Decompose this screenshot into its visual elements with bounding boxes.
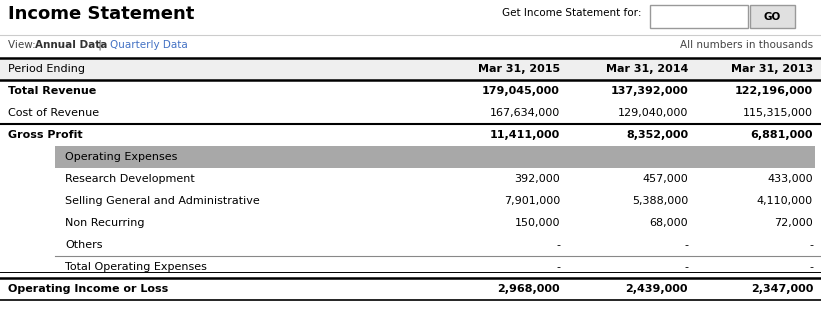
Text: -: - (684, 262, 688, 272)
Text: 6,881,000: 6,881,000 (750, 130, 813, 140)
Text: 2,347,000: 2,347,000 (750, 284, 813, 294)
Text: Mar 31, 2014: Mar 31, 2014 (606, 64, 688, 74)
Text: 68,000: 68,000 (649, 218, 688, 228)
Text: 11,411,000: 11,411,000 (490, 130, 560, 140)
Text: 4,110,000: 4,110,000 (757, 196, 813, 206)
Text: Selling General and Administrative: Selling General and Administrative (65, 196, 259, 206)
Text: Research Development: Research Development (65, 174, 195, 184)
Text: -: - (684, 240, 688, 250)
Text: Others: Others (65, 240, 103, 250)
Text: 115,315,000: 115,315,000 (743, 108, 813, 118)
Text: Period Ending: Period Ending (8, 64, 85, 74)
Text: 167,634,000: 167,634,000 (490, 108, 560, 118)
Text: All numbers in thousands: All numbers in thousands (680, 40, 813, 50)
Text: Total Revenue: Total Revenue (8, 86, 96, 96)
Text: 129,040,000: 129,040,000 (617, 108, 688, 118)
Text: 179,045,000: 179,045,000 (482, 86, 560, 96)
Text: GO: GO (764, 12, 781, 22)
Text: 457,000: 457,000 (642, 174, 688, 184)
Text: Income Statement: Income Statement (8, 5, 195, 23)
Text: -: - (556, 240, 560, 250)
Text: 7,901,000: 7,901,000 (504, 196, 560, 206)
Text: 5,388,000: 5,388,000 (631, 196, 688, 206)
Text: Non Recurring: Non Recurring (65, 218, 144, 228)
Text: -: - (809, 262, 813, 272)
Text: View:: View: (8, 40, 39, 50)
Text: Annual Data: Annual Data (35, 40, 108, 50)
Text: Get Income Statement for:: Get Income Statement for: (502, 8, 641, 18)
Text: 72,000: 72,000 (774, 218, 813, 228)
Text: 137,392,000: 137,392,000 (610, 86, 688, 96)
Bar (0, 58, 821, 80)
Bar (750, 5, 795, 28)
Text: 8,352,000: 8,352,000 (626, 130, 688, 140)
Text: Cost of Revenue: Cost of Revenue (8, 108, 99, 118)
Text: Total Operating Expenses: Total Operating Expenses (65, 262, 207, 272)
Text: Quarterly Data: Quarterly Data (110, 40, 188, 50)
Bar (55, 146, 815, 168)
Text: 2,968,000: 2,968,000 (498, 284, 560, 294)
Text: |: | (95, 40, 105, 50)
Text: Mar 31, 2013: Mar 31, 2013 (731, 64, 813, 74)
Text: 392,000: 392,000 (514, 174, 560, 184)
Text: Mar 31, 2015: Mar 31, 2015 (478, 64, 560, 74)
Text: Gross Profit: Gross Profit (8, 130, 83, 140)
Text: 433,000: 433,000 (768, 174, 813, 184)
Text: -: - (556, 262, 560, 272)
Bar (650, 5, 748, 28)
Text: Operating Expenses: Operating Expenses (65, 152, 177, 162)
Text: 150,000: 150,000 (515, 218, 560, 228)
Text: Operating Income or Loss: Operating Income or Loss (8, 284, 168, 294)
Text: 122,196,000: 122,196,000 (735, 86, 813, 96)
Text: 2,439,000: 2,439,000 (626, 284, 688, 294)
Text: -: - (809, 240, 813, 250)
